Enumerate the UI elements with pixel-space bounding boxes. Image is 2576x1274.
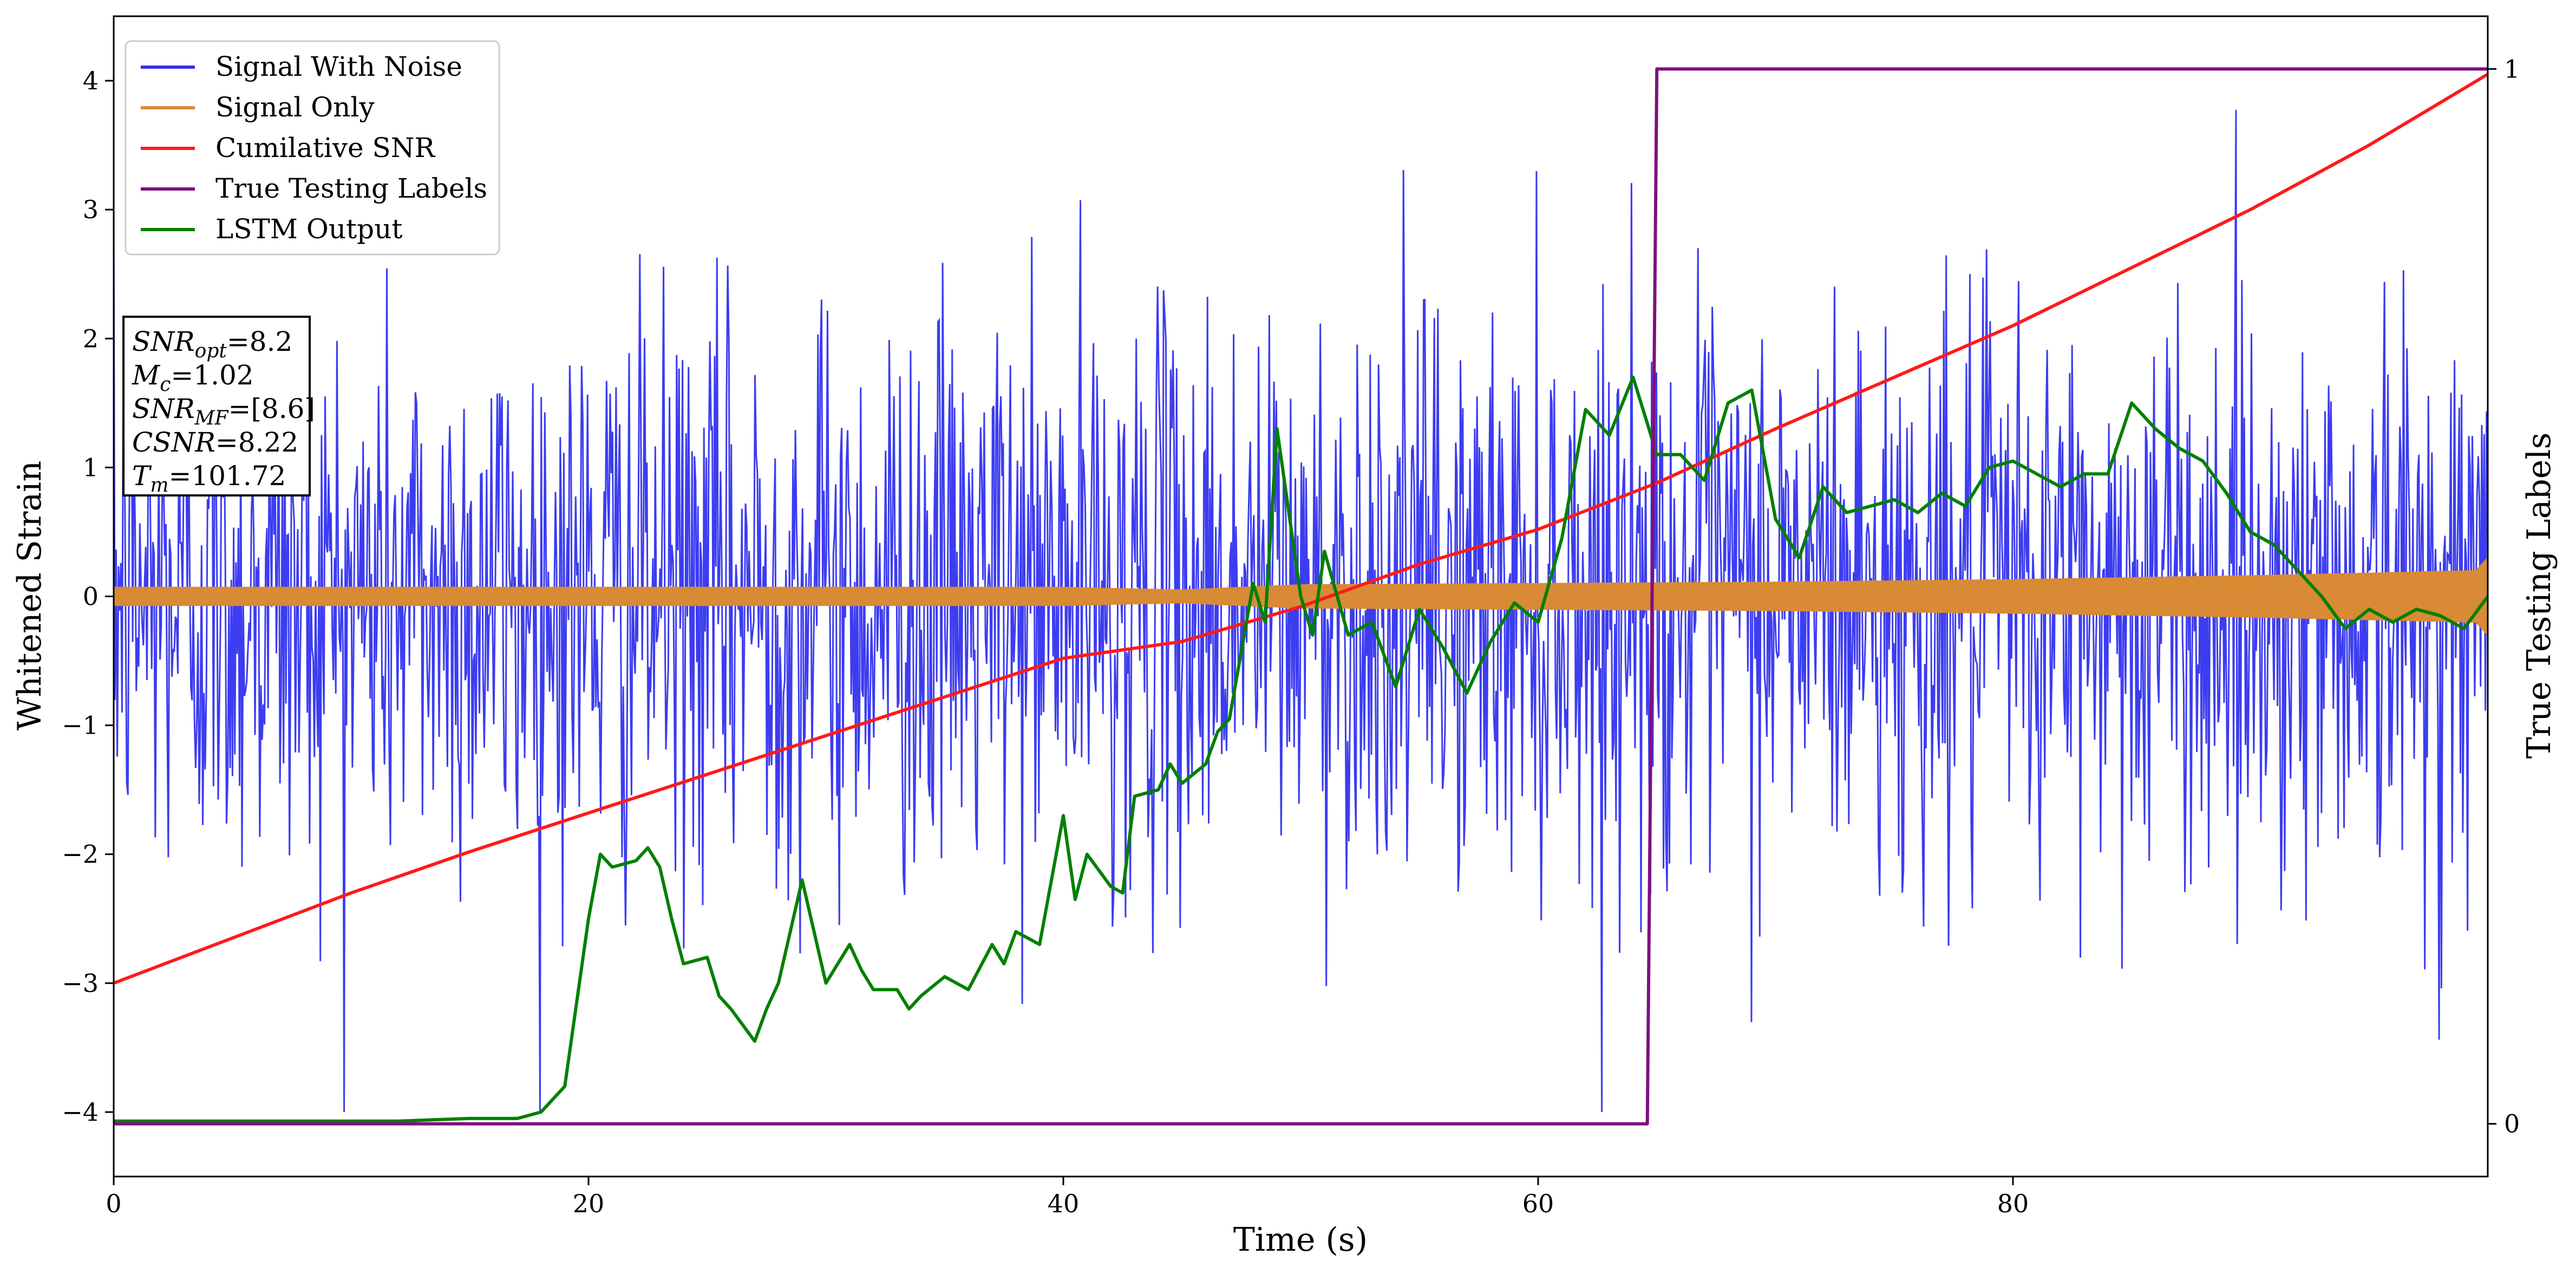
y-axis-label: Whitened Strain bbox=[11, 461, 49, 730]
legend-label: LSTM Output bbox=[215, 213, 402, 245]
legend-label: Signal With Noise bbox=[215, 51, 462, 82]
info-line: SNRopt=8.2 bbox=[132, 326, 292, 362]
y2-tick-label: 0 bbox=[2504, 1109, 2520, 1139]
series-lines-layer bbox=[113, 67, 2489, 1126]
info-box: SNRopt=8.2Mc=1.02SNRMF=[8.6]CSNR=8.22Tm=… bbox=[122, 316, 315, 496]
legend-label: Cumilative SNR bbox=[215, 132, 435, 164]
y2-tick-label: 1 bbox=[2504, 54, 2520, 83]
info-line: CSNR=8.22 bbox=[132, 427, 298, 458]
legend-label: Signal Only bbox=[215, 92, 375, 123]
x-tick-label: 60 bbox=[1522, 1189, 1554, 1218]
series-lstm-output bbox=[114, 375, 2489, 1123]
y2-axis-label: True Testing Labels bbox=[2520, 433, 2558, 759]
info-line: Tm=101.72 bbox=[132, 460, 286, 496]
y-tick-label: 2 bbox=[83, 324, 99, 353]
x-tick-label: 40 bbox=[1048, 1189, 1080, 1218]
info-line: SNRMF=[8.6] bbox=[132, 393, 315, 429]
info-box-frame bbox=[122, 316, 311, 496]
x-tick-label: 0 bbox=[106, 1189, 121, 1218]
x-axis-label: Time (s) bbox=[1233, 1221, 1368, 1259]
info-line: Mc=1.02 bbox=[132, 360, 254, 396]
noise-layer bbox=[113, 110, 2489, 1112]
y-tick-label: 0 bbox=[83, 582, 99, 611]
y-tick-label: −2 bbox=[62, 840, 99, 869]
y-tick-label: −3 bbox=[62, 969, 99, 998]
x-tick-label: 20 bbox=[573, 1189, 605, 1218]
legend-label: True Testing Labels bbox=[215, 173, 487, 204]
legend-frame bbox=[125, 40, 500, 256]
y-tick-label: 3 bbox=[83, 195, 99, 224]
series-true-testing-labels bbox=[114, 67, 2488, 1126]
y-tick-label: 4 bbox=[83, 66, 99, 95]
y-tick-label: 1 bbox=[83, 453, 99, 482]
series-signal-with-noise bbox=[113, 110, 2489, 1112]
x-tick-label: 80 bbox=[1997, 1189, 2029, 1218]
series-cumilative-snr bbox=[113, 73, 2489, 985]
legend: Signal With Noise Signal Only Cumilative S… bbox=[125, 40, 500, 256]
y-tick-label: −1 bbox=[62, 711, 99, 740]
y-tick-label: −4 bbox=[62, 1097, 99, 1127]
